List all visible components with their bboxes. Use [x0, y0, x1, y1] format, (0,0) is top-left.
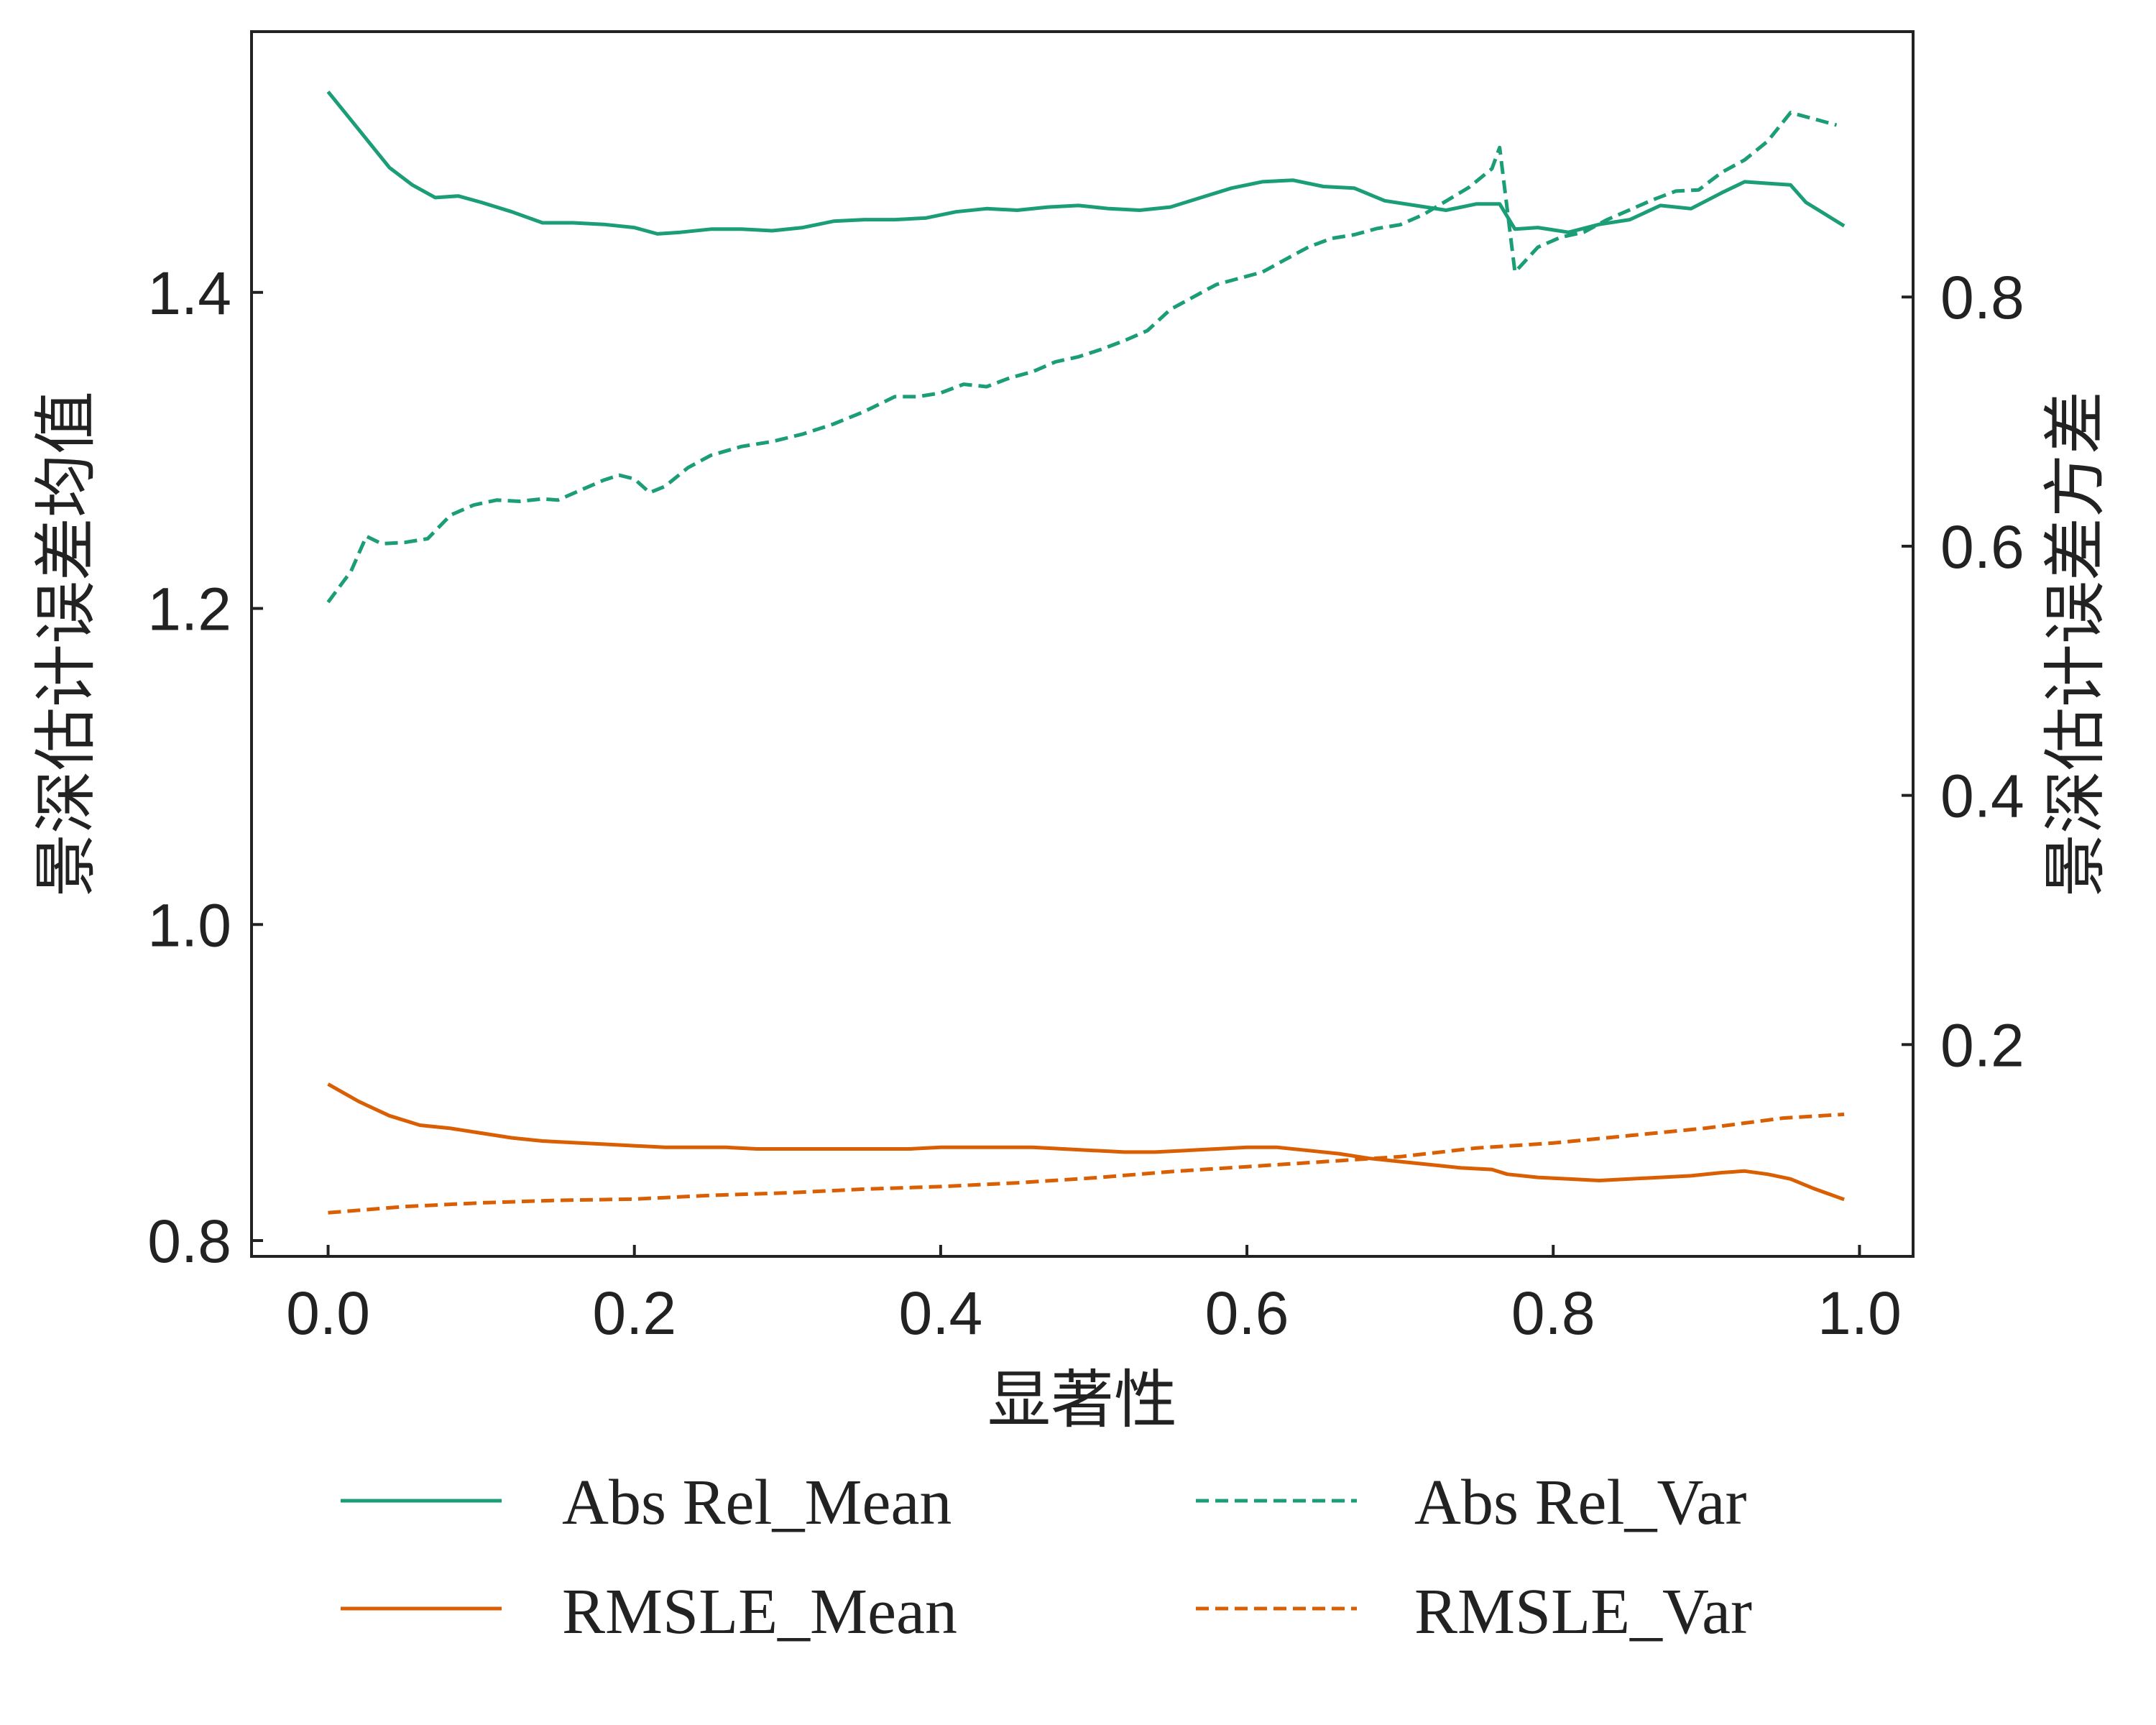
legend-label-abs-rel-var: Abs Rel_Var — [1414, 1467, 1746, 1538]
plot-frame — [250, 30, 1915, 1258]
y-left-tick-label: 1.0 — [147, 891, 231, 959]
x-tick-label: 0.2 — [592, 1279, 676, 1347]
y-left-tick-label: 1.2 — [147, 576, 231, 643]
axis-ticks: 0.0 0.2 0.4 0.6 0.8 1.0 0.8 1.0 1.2 1.4 0.2 0.4 0.6 0… — [147, 259, 2024, 1347]
legend-label-rmsle-mean: RMSLE_Mean — [562, 1576, 957, 1647]
plot-lines — [326, 91, 1846, 1215]
y-axis-right-title: 景深估计误差方差 — [2038, 391, 2112, 897]
x-tick-label: 0.4 — [899, 1279, 983, 1347]
y-axis-left-title: 景深估计误差均值 — [29, 391, 103, 897]
series-line-abs-rel-mean — [326, 91, 1846, 236]
x-tick-label: 0.8 — [1511, 1279, 1595, 1347]
legend-label-abs-rel-mean: Abs Rel_Mean — [562, 1467, 952, 1538]
legend-label-rmsle-var: RMSLE_Var — [1414, 1576, 1752, 1647]
x-tick-label: 0.6 — [1205, 1279, 1289, 1347]
y-left-tick-label: 0.8 — [147, 1208, 231, 1275]
x-axis-title: 显著性 — [987, 1363, 1177, 1437]
series-line-rmsle-mean — [327, 1082, 1845, 1202]
series-line-rmsle-var — [328, 1112, 1845, 1215]
x-tick-label: 1.0 — [1818, 1279, 1902, 1347]
y-right-tick-label: 0.2 — [1940, 1011, 2024, 1079]
y-right-tick-label: 0.8 — [1940, 264, 2024, 331]
series-line-abs-rel-var — [326, 111, 1838, 604]
y-right-tick-label: 0.4 — [1940, 763, 2024, 830]
legend: Abs Rel_Mean Abs Rel_Var RMSLE_Mean RMSL… — [341, 1467, 1752, 1647]
y-right-tick-label: 0.6 — [1940, 513, 2024, 581]
y-left-tick-label: 1.4 — [147, 259, 231, 327]
x-tick-label: 0.0 — [286, 1279, 370, 1347]
